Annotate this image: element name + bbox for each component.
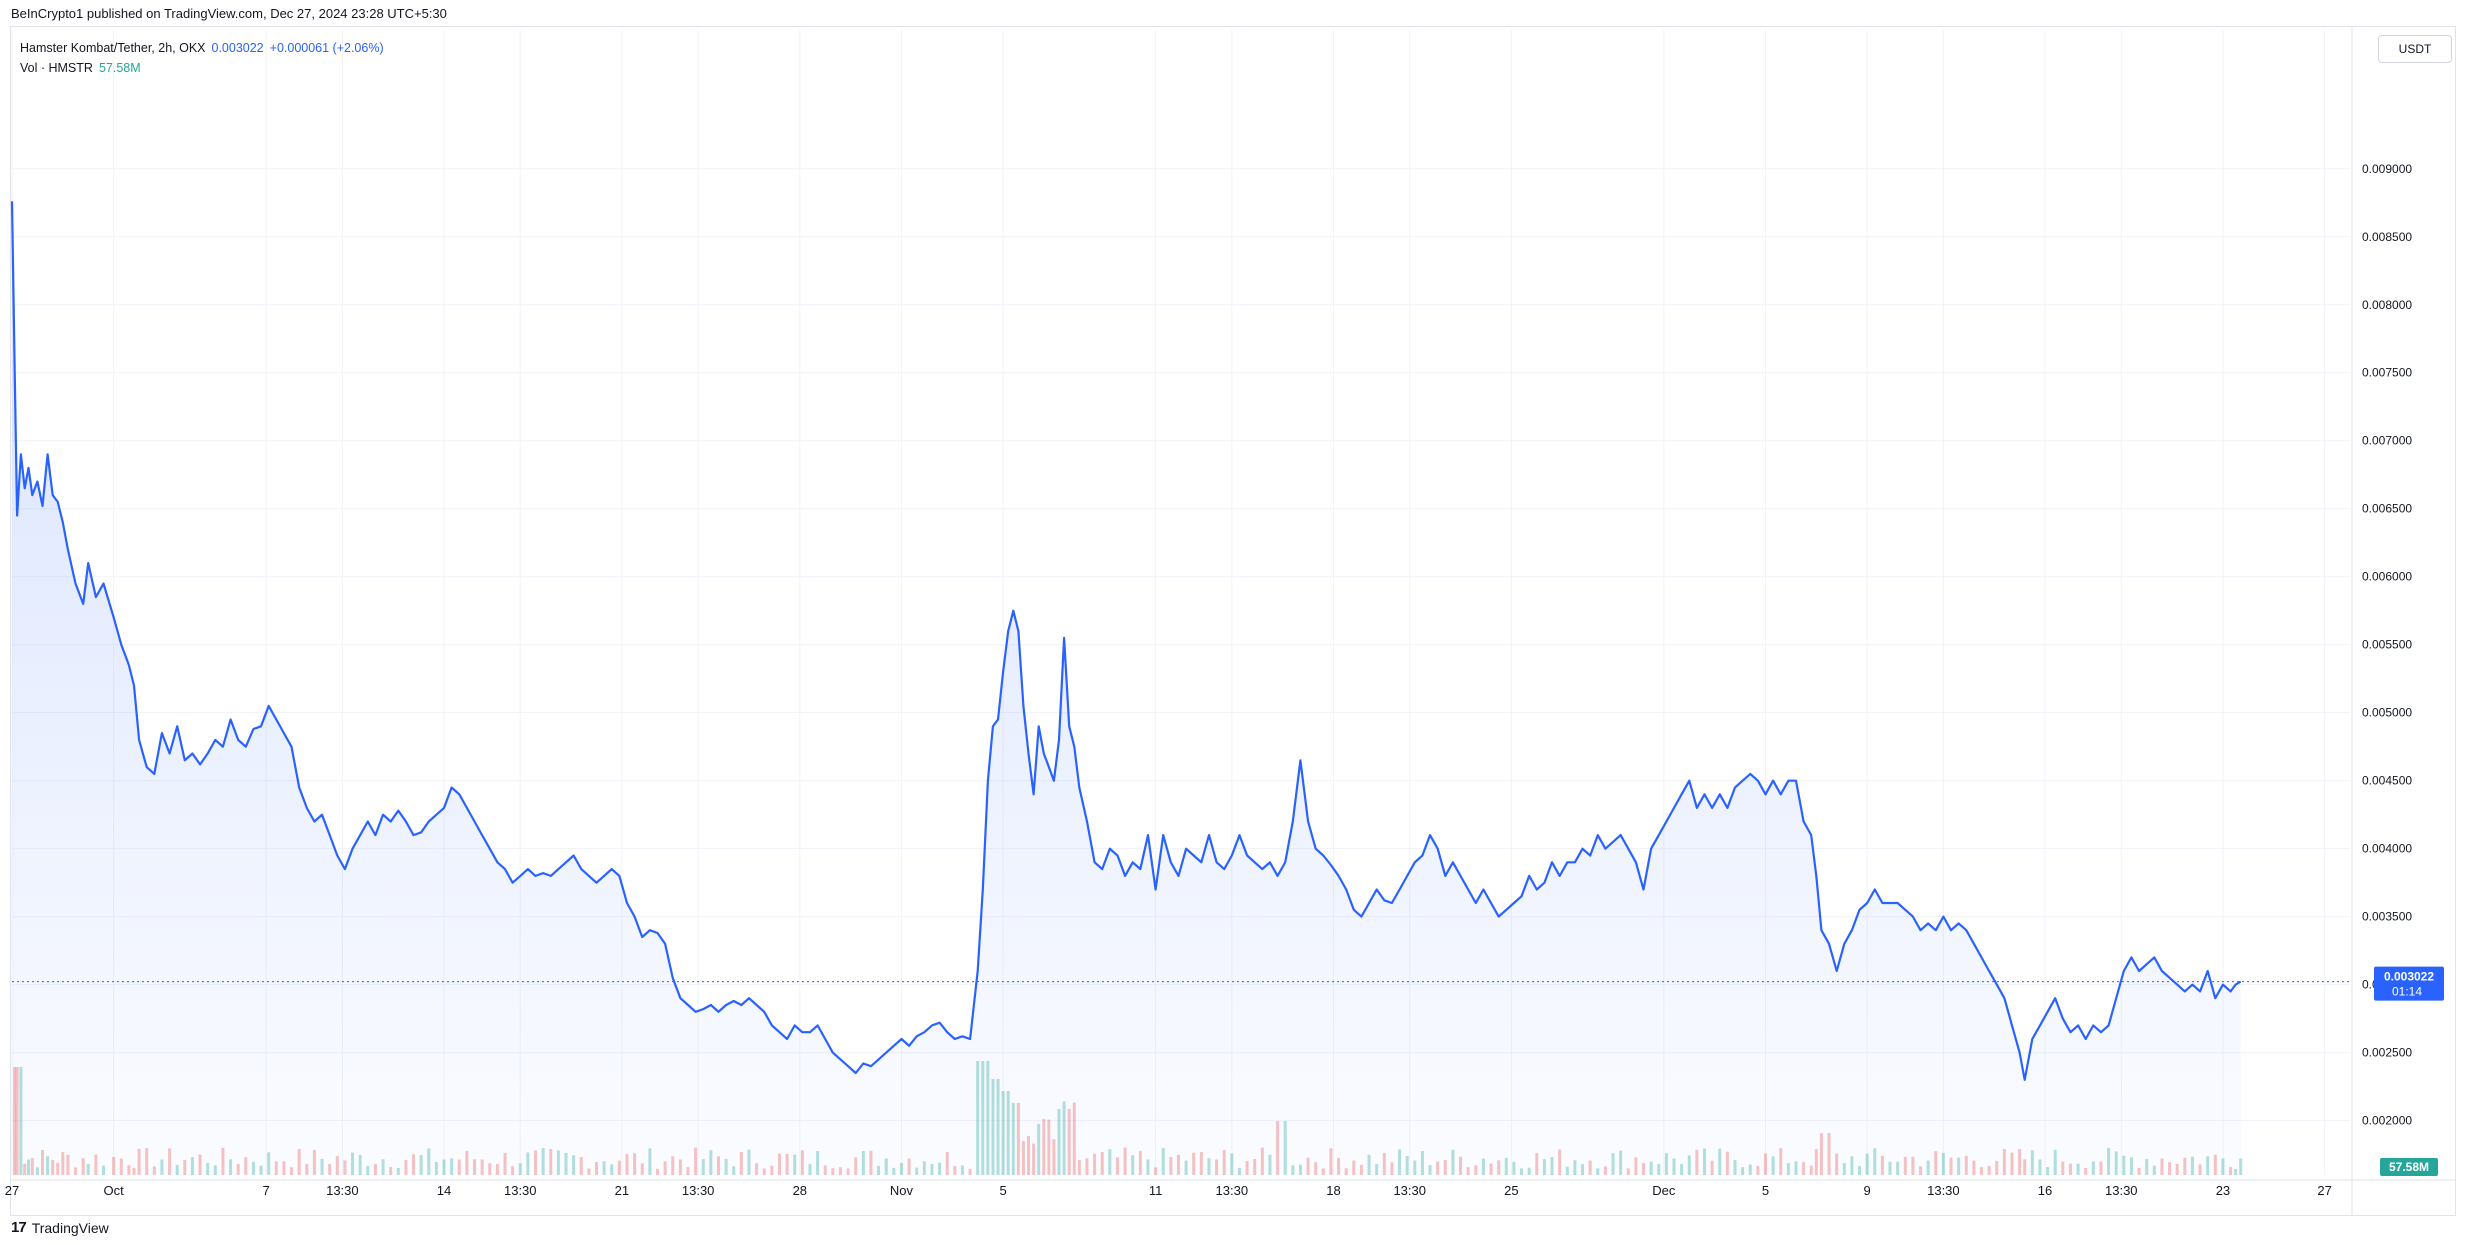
x-tick-label: 13:30 bbox=[1393, 1183, 1426, 1198]
x-tick-label: 13:30 bbox=[504, 1183, 537, 1198]
legend-change: +0.000061 (+2.06%) bbox=[269, 41, 384, 55]
x-tick-label: Dec bbox=[1652, 1183, 1676, 1198]
volume-bar bbox=[2239, 1158, 2243, 1175]
x-tick-label: 13:30 bbox=[326, 1183, 359, 1198]
x-tick-label: 23 bbox=[2216, 1183, 2230, 1198]
price-series-line bbox=[10, 201, 2242, 1081]
legend-price: 0.003022 bbox=[211, 41, 264, 55]
x-tick-label: 5 bbox=[1762, 1183, 1769, 1198]
x-tick-label: 16 bbox=[2038, 1183, 2052, 1198]
legend-symbol: Hamster Kombat/Tether, 2h, OKX bbox=[20, 41, 206, 55]
volume-badge bbox=[2380, 1158, 2438, 1176]
legend-volume-value: 57.58M bbox=[98, 61, 141, 75]
x-tick-label: 11 bbox=[1149, 1183, 1163, 1198]
published-caption: BeInCrypto1 published on TradingView.com… bbox=[11, 6, 447, 21]
volume-badge-value: 57.58M bbox=[2389, 1160, 2429, 1174]
legend-volume-label: Vol · HMSTR bbox=[20, 61, 93, 75]
x-tick-label: 7 bbox=[263, 1183, 270, 1198]
y-tick-label: 0.002000 bbox=[2362, 1114, 2412, 1128]
x-tick-label: 21 bbox=[615, 1183, 629, 1198]
y-tick-label: 0.004000 bbox=[2362, 842, 2412, 856]
y-tick-label: 0.007000 bbox=[2362, 434, 2412, 448]
y-tick-label: 0.003500 bbox=[2362, 910, 2412, 924]
x-tick-label: 5 bbox=[999, 1183, 1006, 1198]
x-tick-label: 27 bbox=[5, 1183, 19, 1198]
x-tick-label: 25 bbox=[1504, 1183, 1518, 1198]
legend: Hamster Kombat/Tether, 2h, OKX 0.003022 +0… bbox=[20, 38, 384, 78]
x-tick-label: 9 bbox=[1864, 1183, 1871, 1198]
footer-brand[interactable]: 17 TradingView bbox=[11, 1219, 109, 1236]
y-tick-label: 0.004500 bbox=[2362, 774, 2412, 788]
x-tick-label: 18 bbox=[1326, 1183, 1340, 1198]
chart-frame bbox=[10, 26, 2456, 1216]
y-tick-label: 0.005500 bbox=[2362, 638, 2412, 652]
footer-brand-label: TradingView bbox=[31, 1219, 109, 1236]
x-tick-label: 28 bbox=[793, 1183, 807, 1198]
x-tick-label: 13:30 bbox=[1927, 1183, 1960, 1198]
last-price-badge bbox=[2374, 966, 2444, 1001]
x-tick-label: 13:30 bbox=[1216, 1183, 1249, 1198]
x-tick-label: Oct bbox=[104, 1183, 125, 1198]
y-tick-label: 0.008500 bbox=[2362, 230, 2412, 244]
y-tick-label: 0.006000 bbox=[2362, 570, 2412, 584]
y-tick-label: 0.002500 bbox=[2362, 1046, 2412, 1060]
tradingview-logo-icon: 17 bbox=[11, 1219, 27, 1236]
last-price-badge-value: 0.003022 bbox=[2384, 970, 2434, 984]
y-tick-label: 0.008000 bbox=[2362, 298, 2412, 312]
price-area-fill bbox=[12, 201, 2241, 1176]
x-tick-label: 14 bbox=[437, 1183, 451, 1198]
x-tick-label: 13:30 bbox=[682, 1183, 715, 1198]
x-tick-label: 13:30 bbox=[2105, 1183, 2138, 1198]
x-tick-label: 27 bbox=[2317, 1183, 2331, 1198]
currency-selector[interactable]: USDT bbox=[2378, 35, 2452, 63]
x-tick-label: Nov bbox=[890, 1183, 914, 1198]
y-tick-label: 0.006500 bbox=[2362, 502, 2412, 516]
last-price-badge-countdown: 01:14 bbox=[2392, 985, 2422, 999]
y-tick-label: 0.007500 bbox=[2362, 366, 2412, 380]
y-tick-label: 0.009000 bbox=[2362, 162, 2412, 176]
y-tick-label: 0.005000 bbox=[2362, 706, 2412, 720]
